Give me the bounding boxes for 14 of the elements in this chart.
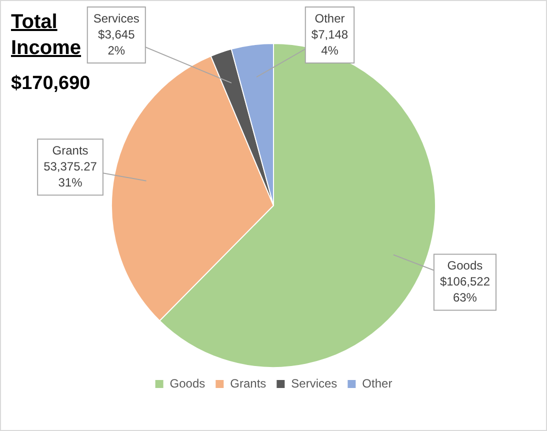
legend-label: Services bbox=[291, 376, 338, 390]
slice-label: Grants bbox=[52, 143, 88, 158]
data-label: $106,522 63% bbox=[440, 274, 490, 305]
slice-label: Other bbox=[314, 11, 345, 26]
data-label: $3,645 2% bbox=[98, 27, 136, 58]
data-label: $7,148 4% bbox=[311, 27, 348, 58]
slice-label: Goods bbox=[447, 258, 483, 273]
legend-label: Goods bbox=[170, 376, 206, 390]
text: $170,690 bbox=[11, 73, 90, 95]
slice-label: Services bbox=[93, 11, 140, 26]
text: Total Income bbox=[11, 11, 82, 59]
legend-label: Other bbox=[362, 376, 392, 390]
data-label: 53,375.27 31% bbox=[44, 159, 98, 190]
legend-label: Grants bbox=[230, 376, 266, 390]
